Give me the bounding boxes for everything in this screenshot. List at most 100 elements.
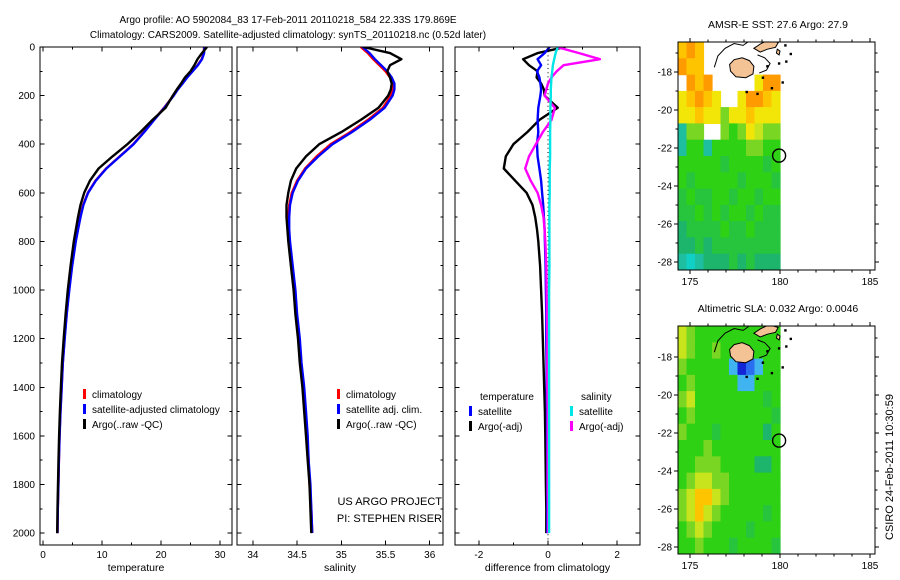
x-tick-label: 34.5 — [287, 550, 307, 561]
legend-item: satellite — [570, 405, 623, 420]
lat-tick-label: -20 — [658, 106, 673, 117]
xlabel-temperature: temperature — [107, 562, 165, 574]
legend-diff-salinity: salinity satellite Argo(-adj) — [570, 390, 623, 435]
x-tick-label: 30 — [214, 550, 226, 561]
map-frame — [677, 325, 876, 555]
legend-item: climatology — [337, 388, 447, 403]
axes-box — [454, 46, 641, 546]
lat-tick-label: -24 — [658, 466, 673, 477]
legend-label: satellite adj. clim. — [346, 405, 423, 416]
legend-item: Argo(-adj) — [469, 420, 534, 435]
legend-label: satellite-adjusted climatology — [92, 405, 220, 416]
lat-tick-label: -26 — [658, 504, 673, 515]
x-tick-label: 0 — [40, 550, 46, 561]
legend-item: climatology — [83, 388, 233, 403]
project-credit: US ARGO PROJECT PI: STEPHEN RISER — [300, 494, 442, 528]
legend-diff-temperature: temperature satellite Argo(-adj) — [469, 390, 534, 435]
series-climatology — [56, 47, 206, 534]
argo-line-swatch-icon — [83, 419, 86, 429]
islet-dot — [770, 87, 774, 90]
islet-dot — [789, 52, 792, 56]
heatmap-cells — [678, 42, 781, 270]
lat-tick-label: -22 — [658, 144, 673, 155]
lat-tick-label: -18 — [658, 68, 673, 79]
legend-label: Argo(-adj) — [579, 422, 624, 433]
axes-box — [39, 46, 233, 546]
coastline — [757, 339, 771, 359]
map-title-sst: AMSR-E SST: 27.6 Argo: 27.9 — [707, 19, 849, 31]
islet-dot — [745, 90, 748, 94]
lat-tick-label: -18 — [658, 352, 673, 363]
series-satellite-adj-clim — [288, 47, 396, 534]
argo-adj-line-swatch-icon — [570, 421, 573, 431]
figure-title-line1: Argo profile: AO 5902084_83 17-Feb-2011 … — [119, 15, 457, 26]
legend-salinity: climatology satellite adj. clim. Argo(..… — [337, 388, 447, 433]
salinity_profile: 34 34.5 35 35.5 36 — [236, 46, 444, 561]
legend-label: Argo(..raw -QC) — [346, 420, 417, 431]
islet-dot — [785, 60, 788, 63]
y-tick-label: 1200 — [13, 334, 36, 345]
coastline — [757, 54, 771, 74]
legend-label: Argo(-adj) — [478, 422, 523, 433]
y-tick-label: 1600 — [13, 431, 36, 442]
lat-tick-label: -22 — [658, 428, 673, 439]
lon-tick-label: 175 — [682, 277, 699, 288]
legend-item: satellite — [469, 405, 534, 420]
figure-title-line2: Climatology: CARS2009. Satellite-adjuste… — [89, 30, 487, 41]
x-tick-label: 34 — [247, 550, 259, 561]
legend-item: satellite-adjusted climatology — [83, 403, 233, 418]
argo-float-position-marker — [771, 148, 787, 163]
map-title-sla: Altimetric SLA: 0.032 Argo: 0.0046 — [697, 303, 859, 315]
satellite-adjusted-line-swatch-icon — [337, 404, 340, 414]
x-tick-label: 36 — [424, 550, 436, 561]
series-salinity-satellite-minus-clim — [547, 47, 559, 534]
y-tick-label: 1800 — [13, 480, 36, 491]
sla_map: 175 180 185 -18 -20 -22 -24 -26 -28 — [658, 322, 879, 572]
islet-dot — [766, 350, 769, 353]
heatmap-cells — [678, 326, 781, 554]
xlabel-difference: difference from climatology — [484, 562, 611, 574]
islet-dot — [777, 62, 781, 65]
lat-tick-label: -24 — [658, 182, 673, 193]
series-satellite-adjusted-climatology — [56, 47, 206, 534]
y-tick-label: 1000 — [13, 286, 36, 297]
y-tick-label: 2000 — [13, 529, 36, 540]
argo-line-swatch-icon — [337, 419, 340, 429]
lat-tick-label: -28 — [658, 258, 673, 269]
legend-label: satellite — [579, 407, 613, 418]
y-tick-label: 200 — [18, 91, 35, 102]
coastline — [713, 42, 749, 68]
lon-tick-label: 185 — [862, 277, 879, 288]
xlabel-salinity: salinity — [323, 562, 357, 574]
y-tick-label: 600 — [18, 188, 35, 199]
series-argo-raw — [56, 47, 208, 534]
x-tick-label: -2 — [474, 550, 483, 561]
map-frame — [677, 41, 876, 271]
climatology-line-swatch-icon — [83, 389, 86, 399]
islet-dot — [781, 81, 784, 84]
lon-tick-label: 180 — [772, 277, 789, 288]
lon-tick-label: 175 — [682, 561, 699, 572]
project-credit-line2: PI: STEPHEN RISER — [336, 513, 442, 525]
lat-tick-label: -28 — [658, 542, 673, 553]
islet-dot — [756, 377, 759, 380]
temperature_profile: 0 10 20 30 0 200 400 600 800 1000 1200 1400 1600 1800… — [13, 43, 233, 561]
land-polygon — [752, 326, 779, 338]
x-tick-label: 35.5 — [376, 550, 396, 561]
y-tick-label: 0 — [29, 43, 35, 54]
legend-item: Argo(-adj) — [570, 420, 623, 435]
x-tick-label: 10 — [96, 550, 108, 561]
axes-box — [236, 46, 444, 546]
islet-dot — [785, 345, 788, 348]
legend-label: climatology — [346, 390, 397, 401]
satellite-adjusted-line-swatch-icon — [83, 404, 86, 414]
legend-item: satellite adj. clim. — [337, 403, 447, 418]
coastline — [713, 326, 749, 353]
islet-dot — [756, 92, 759, 96]
climatology-line-swatch-icon — [337, 389, 340, 399]
legend-label: satellite — [478, 407, 512, 418]
difference_profile: -2 0 2 — [454, 46, 641, 561]
lon-tick-label: 180 — [772, 561, 789, 572]
islet-dot — [777, 347, 781, 350]
series-climatology — [287, 47, 394, 534]
